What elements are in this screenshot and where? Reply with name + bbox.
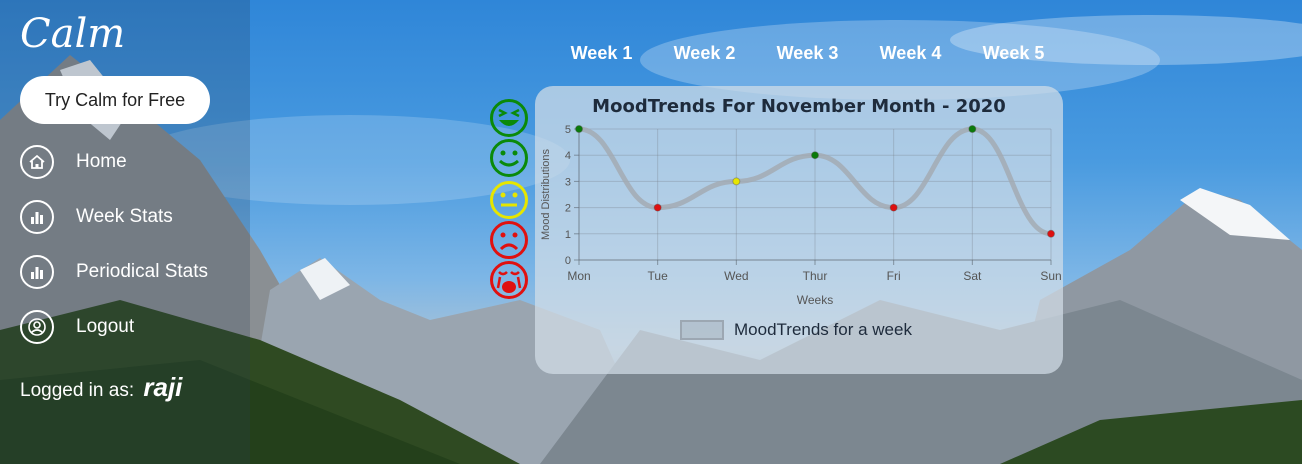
- data-point-fri: [889, 203, 898, 212]
- try-calm-button[interactable]: Try Calm for Free: [20, 76, 210, 124]
- x-tick-label: Mon: [567, 269, 590, 283]
- data-point-mon: [575, 125, 583, 133]
- y-axis-label: Mood Distributions: [540, 148, 552, 240]
- sidebar-item-periodical-stats[interactable]: Periodical Stats: [20, 252, 208, 292]
- legend-label: MoodTrends for a week: [734, 320, 912, 339]
- y-tick-label: 1: [565, 229, 571, 241]
- x-tick-label: Tue: [648, 269, 669, 283]
- chart-title: MoodTrends For November Month - 2020: [592, 96, 1006, 117]
- sidebar-item-label: Home: [76, 151, 127, 172]
- data-point-wed: [732, 177, 741, 186]
- tab-week-1[interactable]: Week 1: [570, 43, 633, 63]
- data-point-sat: [968, 125, 977, 133]
- logged-in-label: Logged in as:: [20, 380, 135, 401]
- happy-face-icon: [490, 139, 528, 177]
- logged-in-status: Logged in as: raji: [20, 372, 182, 403]
- data-point-thur: [811, 151, 819, 160]
- x-tick-label: Wed: [724, 269, 748, 283]
- data-point-sun: [1047, 229, 1055, 238]
- user-circle-icon: [20, 310, 54, 344]
- sidebar-item-logout[interactable]: Logout: [20, 307, 134, 347]
- bar-chart-icon: [20, 255, 54, 289]
- chart-legend[interactable]: MoodTrends for a week: [680, 320, 912, 340]
- x-tick-label: Fri: [887, 269, 901, 283]
- sidebar: Calm Try Calm for Free Home Week Stats P…: [0, 0, 250, 464]
- x-axis-label: Weeks: [797, 293, 833, 307]
- y-tick-label: 3: [565, 176, 571, 188]
- sad-face-icon: [490, 221, 528, 259]
- username: raji: [143, 372, 183, 402]
- mood-line-chart: 0 1 2 3 4 5 Mon Tue Wed Thur Fri Sat Sun Weeks Mood Di…: [540, 124, 1062, 307]
- sidebar-item-label: Logout: [76, 316, 135, 337]
- y-tick-label: 0: [565, 255, 571, 267]
- sidebar-item-label: Periodical Stats: [76, 261, 209, 282]
- home-icon: [20, 145, 54, 179]
- crying-face-icon: [490, 261, 528, 299]
- tab-week-3[interactable]: Week 3: [776, 43, 839, 63]
- very-happy-face-icon: [490, 99, 528, 137]
- legend-swatch: [680, 320, 724, 340]
- x-tick-label: Sun: [1040, 269, 1061, 283]
- y-tick-label: 4: [565, 150, 571, 162]
- sidebar-item-week-stats[interactable]: Week Stats: [20, 197, 173, 237]
- tab-week-2[interactable]: Week 2: [673, 43, 736, 63]
- week-tabs: Week 1 Week 2 Week 3 Week 4 Week 5: [550, 43, 1065, 64]
- tab-week-5[interactable]: Week 5: [982, 43, 1045, 63]
- neutral-face-icon: [490, 181, 528, 219]
- sidebar-item-label: Week Stats: [76, 206, 173, 227]
- x-tick-label: Sat: [963, 269, 982, 283]
- calm-logo[interactable]: Calm: [20, 11, 126, 57]
- x-tick-label: Thur: [803, 269, 828, 283]
- bar-chart-icon: [20, 200, 54, 234]
- y-tick-label: 2: [565, 203, 571, 215]
- y-tick-label: 5: [565, 124, 571, 136]
- tab-week-4[interactable]: Week 4: [879, 43, 942, 63]
- sidebar-item-home[interactable]: Home: [20, 142, 127, 182]
- mood-chart-card: MoodTrends For November Month - 2020 0 1 2…: [535, 86, 1063, 374]
- data-point-tue: [653, 203, 662, 212]
